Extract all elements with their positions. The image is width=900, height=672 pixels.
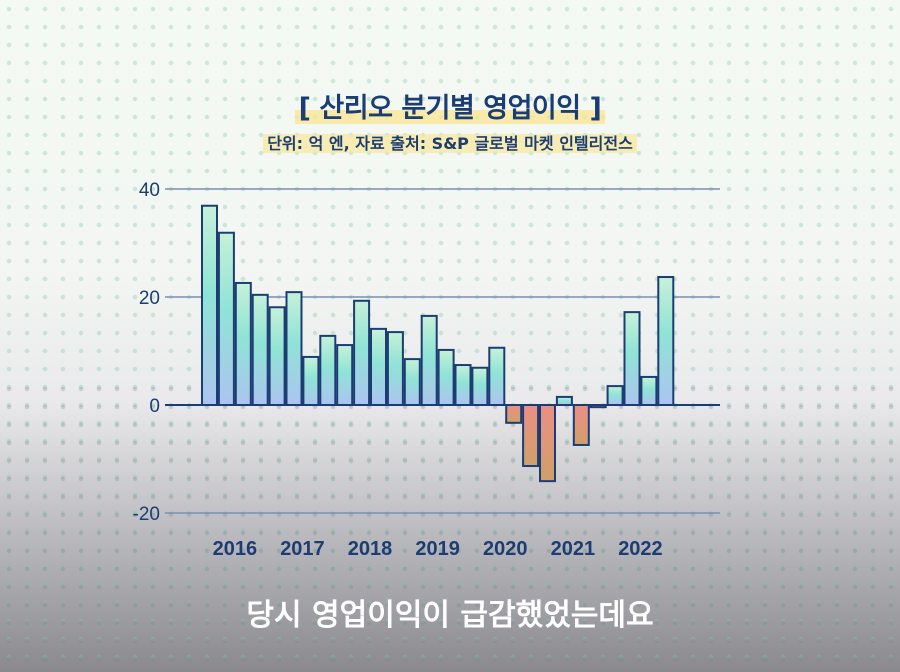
bar-2019Q3 — [437, 348, 455, 407]
x-tick-label: 2021 — [551, 538, 596, 560]
bar-2016Q4 — [251, 293, 269, 406]
chart-title: [ 산리오 분기별 영업이익 ] — [0, 86, 900, 125]
bar-2021Q1 — [539, 404, 556, 483]
bar-2020Q1 — [471, 366, 489, 406]
bar-2017Q4 — [319, 334, 337, 407]
bar-2018Q1 — [336, 344, 354, 406]
bar-2018Q2 — [353, 299, 371, 406]
x-tick-label: 2020 — [483, 538, 528, 560]
bar-2022Q1 — [606, 385, 624, 407]
y-tick-label: 40 — [139, 180, 160, 201]
bar-2020Q4 — [522, 404, 540, 468]
x-tick-label: 2022 — [618, 538, 663, 560]
y-tick-label: 20 — [139, 288, 160, 309]
y-tick-label: 0 — [149, 396, 160, 417]
bars — [201, 204, 675, 483]
bar-2018Q3 — [370, 327, 387, 406]
bar-2019Q4 — [454, 364, 472, 407]
bar-2018Q4 — [386, 331, 404, 407]
bar-2016Q1 — [201, 204, 218, 406]
dot-pattern-background-lower — [0, 380, 900, 672]
bar-2021Q2 — [555, 395, 573, 406]
bar-2019Q2 — [420, 314, 438, 406]
bar-2016Q2 — [217, 231, 235, 406]
bar-2020Q2 — [488, 346, 506, 407]
bar-2017Q2 — [285, 291, 303, 407]
y-axis-labels: 40 20 0 -20 — [133, 180, 160, 525]
x-tick-label: 2016 — [213, 538, 258, 560]
bar-2022Q2 — [623, 311, 641, 406]
y-tick-label: -20 — [133, 504, 160, 525]
bar-2016Q3 — [234, 281, 252, 406]
x-axis-labels: 2016 2017 2018 2019 2020 2021 2022 — [213, 538, 663, 560]
bar-2017Q3 — [302, 355, 320, 407]
x-tick-label: 2019 — [415, 538, 460, 560]
subtitle-caption: 당시 영업이익이 급감했었는데요 — [246, 598, 654, 633]
bar-2021Q3 — [572, 404, 590, 446]
bar-2022Q3 — [640, 375, 658, 407]
bar-2019Q1 — [403, 358, 421, 407]
bar-2022Q4 — [657, 276, 675, 406]
x-tick-label: 2018 — [348, 538, 393, 560]
chart-subtitle: 단위: 억 엔, 자료 출처: S&P 글로벌 마켓 인텔리전스 — [0, 130, 900, 154]
bar-2017Q1 — [268, 306, 286, 407]
x-tick-label: 2017 — [280, 538, 325, 560]
bar-2021Q4 — [589, 404, 607, 409]
bar-2020Q3 — [505, 404, 523, 424]
